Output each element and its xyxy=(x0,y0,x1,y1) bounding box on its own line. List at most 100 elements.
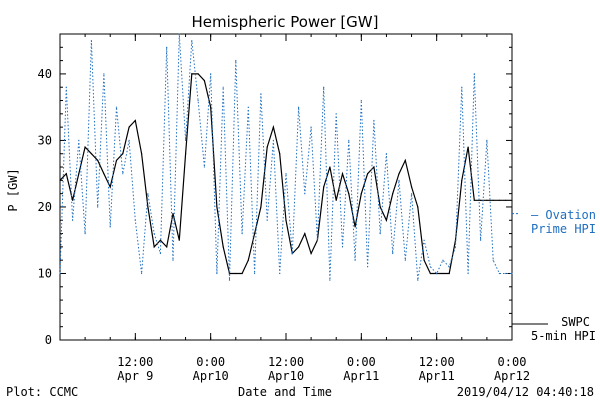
data-point-ovation xyxy=(498,272,500,275)
data-point-swpc xyxy=(65,173,67,175)
data-point-swpc xyxy=(103,173,105,175)
data-point-swpc xyxy=(348,193,350,195)
data-point-swpc xyxy=(385,219,387,221)
data-point-swpc xyxy=(329,166,331,168)
data-point-swpc xyxy=(429,272,431,275)
data-point-swpc xyxy=(122,153,124,155)
data-point-ovation xyxy=(141,272,143,275)
data-point-ovation xyxy=(266,219,268,221)
plot-area-frame xyxy=(59,33,513,341)
y-tick-label: 0 xyxy=(45,333,52,347)
data-point-swpc xyxy=(354,226,356,228)
data-point-ovation xyxy=(473,73,475,75)
data-point-ovation xyxy=(511,272,513,275)
data-point-swpc xyxy=(210,106,212,108)
data-point-ovation xyxy=(185,139,187,141)
data-point-swpc xyxy=(367,173,369,175)
x-tick-label-time: 12:00 xyxy=(268,355,304,369)
data-point-swpc xyxy=(222,246,224,248)
data-point-ovation xyxy=(203,166,205,168)
legend-ovation-line2: Prime HPI xyxy=(531,222,596,236)
data-point-ovation xyxy=(417,279,419,281)
data-point-swpc xyxy=(185,153,187,155)
data-point-ovation xyxy=(128,139,130,141)
data-point-ovation xyxy=(404,259,406,261)
data-point-swpc xyxy=(486,199,488,201)
legend-swpc-line2: 5-min HPI xyxy=(531,329,596,343)
data-point-ovation xyxy=(279,272,281,275)
data-point-ovation xyxy=(178,33,180,35)
data-point-swpc xyxy=(235,272,237,275)
data-point-ovation xyxy=(379,233,381,235)
legend-ovation-line1: — Ovation xyxy=(531,208,596,222)
data-point-swpc xyxy=(72,199,74,201)
data-point-swpc xyxy=(115,159,118,161)
legend-swpc-line1: SWPC xyxy=(561,315,590,329)
data-point-swpc xyxy=(84,146,86,148)
data-point-swpc xyxy=(78,173,80,175)
data-point-ovation xyxy=(228,279,231,281)
data-point-ovation xyxy=(197,99,199,102)
data-point-swpc xyxy=(461,179,463,181)
data-point-ovation xyxy=(109,226,111,228)
data-point-ovation xyxy=(65,86,67,88)
footer-right-timestamp: 2019/04/12 04:40:18 xyxy=(457,385,594,399)
data-point-swpc xyxy=(360,193,362,195)
data-point-ovation xyxy=(392,252,394,255)
data-point-swpc xyxy=(467,146,469,148)
data-point-ovation xyxy=(505,272,507,275)
data-point-ovation xyxy=(335,113,337,115)
data-point-swpc xyxy=(247,259,249,261)
data-point-ovation xyxy=(241,233,243,235)
data-point-swpc xyxy=(341,173,344,175)
data-point-swpc xyxy=(147,206,149,208)
data-point-swpc xyxy=(197,73,199,75)
data-point-ovation xyxy=(411,193,413,195)
data-point-ovation xyxy=(398,179,400,181)
data-point-ovation xyxy=(153,233,155,235)
data-point-swpc xyxy=(191,73,193,75)
data-point-swpc xyxy=(153,246,155,248)
y-axis-label: P [GW] xyxy=(6,168,20,211)
data-point-ovation xyxy=(467,272,469,275)
x-tick-label-time: 0:00 xyxy=(498,355,527,369)
data-point-ovation xyxy=(461,86,463,88)
data-point-ovation xyxy=(436,272,438,275)
x-axis-label: Date and Time xyxy=(238,385,332,399)
data-point-ovation xyxy=(442,259,444,261)
data-point-swpc xyxy=(392,193,394,195)
y-tick-label: 30 xyxy=(38,133,52,147)
y-tick-label: 20 xyxy=(38,200,52,214)
data-point-swpc xyxy=(266,146,268,148)
y-tick-label: 40 xyxy=(38,67,52,81)
x-tick-label-time: 0:00 xyxy=(347,355,376,369)
data-point-ovation xyxy=(298,106,300,108)
data-point-ovation xyxy=(429,266,431,268)
data-point-ovation xyxy=(285,173,287,175)
data-point-ovation xyxy=(448,266,450,268)
x-tick-label-date: Apr12 xyxy=(494,369,530,383)
data-point-ovation xyxy=(166,46,168,48)
data-point-ovation xyxy=(134,219,136,221)
data-point-swpc xyxy=(480,199,482,201)
data-point-ovation xyxy=(329,279,331,281)
data-point-ovation xyxy=(348,139,350,141)
data-point-swpc xyxy=(492,199,494,201)
data-point-ovation xyxy=(480,239,482,241)
data-point-swpc xyxy=(59,179,61,181)
y-tick-label: 10 xyxy=(38,266,52,280)
data-point-swpc xyxy=(260,206,262,208)
data-point-swpc xyxy=(166,246,168,248)
x-tick-label-date: Apr11 xyxy=(343,369,379,383)
x-tick-label-time: 12:00 xyxy=(117,355,153,369)
data-point-ovation xyxy=(323,86,325,88)
data-point-ovation xyxy=(254,272,256,275)
data-point-ovation xyxy=(316,239,318,241)
data-point-swpc xyxy=(203,80,205,82)
data-point-ovation xyxy=(115,106,118,108)
data-point-swpc xyxy=(442,272,444,275)
data-point-ovation xyxy=(291,252,293,255)
data-point-swpc xyxy=(417,206,419,208)
data-point-ovation xyxy=(78,139,80,141)
data-point-ovation xyxy=(373,119,375,122)
